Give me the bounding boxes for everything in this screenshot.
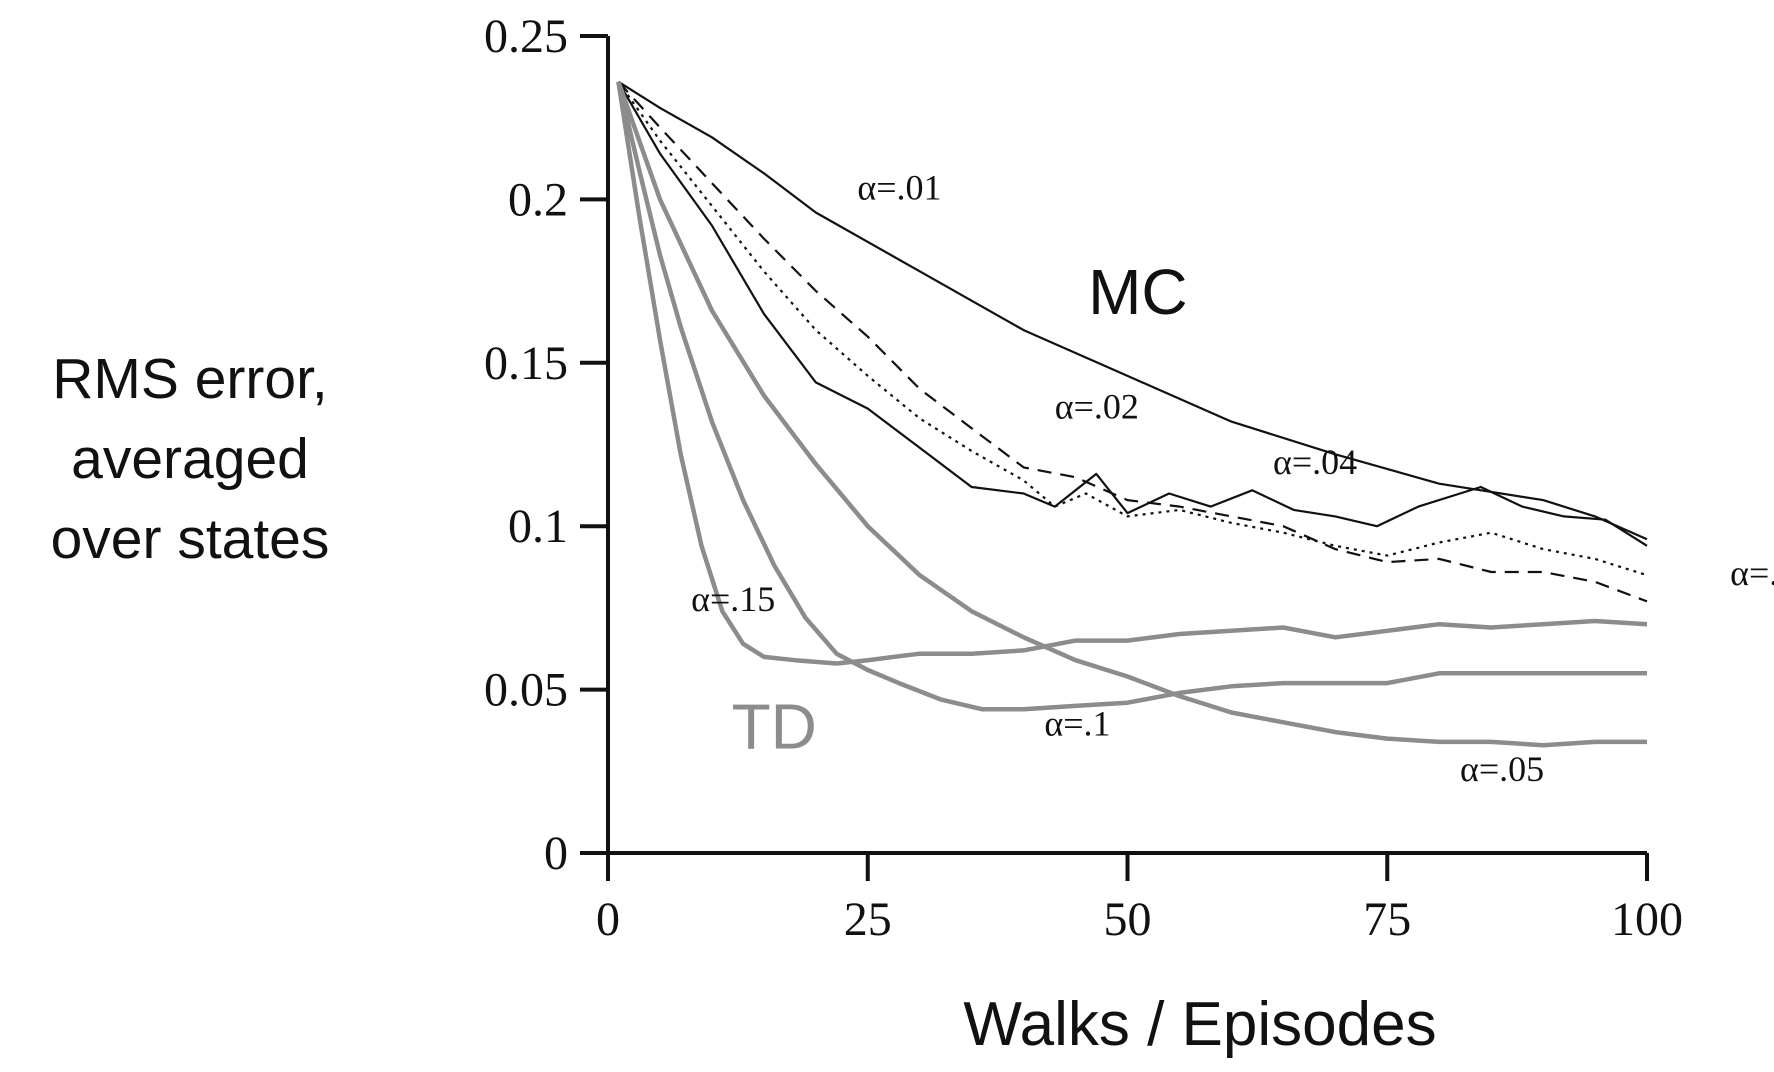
group-label-mc: MC xyxy=(1088,256,1188,328)
x-tick-label: 0 xyxy=(596,893,620,946)
x-tick-label: 50 xyxy=(1104,893,1152,946)
y-tick-label: 0 xyxy=(544,827,568,880)
y-axis-title: RMS error, averaged over states xyxy=(51,347,330,571)
series-label: α=.04 xyxy=(1273,442,1357,482)
x-tick-label: 75 xyxy=(1363,893,1411,946)
y-axis-title-line-3: over states xyxy=(51,507,330,571)
series-label: α=.01 xyxy=(857,167,941,207)
series-line-td xyxy=(616,81,1647,712)
x-ticks: 0 25 50 75 100 xyxy=(596,853,1683,946)
group-label-td: TD xyxy=(732,690,817,762)
y-tick-label: 0.2 xyxy=(508,173,568,226)
y-ticks: 0 0.05 0.1 0.15 0.2 0.25 xyxy=(484,10,608,880)
y-tick-label: 0.25 xyxy=(484,10,568,63)
x-tick-label: 25 xyxy=(844,893,892,946)
series-labels: α=.01 α=.02 α=.04 α=.03 α=.15 α=.1 α=.05 xyxy=(691,167,1774,789)
series-line-mc xyxy=(617,81,1648,547)
group-labels: MC TD xyxy=(732,256,1188,763)
series-label: α=.15 xyxy=(691,579,775,619)
series-line-mc xyxy=(617,80,1648,541)
x-tick-label: 100 xyxy=(1611,893,1683,946)
series-line-mc xyxy=(617,81,1648,577)
y-tick-label: 0.15 xyxy=(484,337,568,390)
y-axis-title-line-2: averaged xyxy=(71,427,309,491)
series-label: α=.02 xyxy=(1055,386,1139,426)
series-label: α=.03 xyxy=(1730,553,1774,593)
x-axis-title: Walks / Episodes xyxy=(963,990,1436,1059)
series-label: α=.05 xyxy=(1460,749,1544,789)
series-lines xyxy=(616,80,1648,748)
series-label: α=.1 xyxy=(1044,703,1110,743)
y-axis-title-line-1: RMS error, xyxy=(52,347,328,411)
y-tick-label: 0.05 xyxy=(484,664,568,717)
y-tick-label: 0.1 xyxy=(508,500,568,553)
series-line-td xyxy=(616,81,1647,748)
series-line-mc xyxy=(617,81,1648,603)
series-line-td xyxy=(616,81,1648,666)
